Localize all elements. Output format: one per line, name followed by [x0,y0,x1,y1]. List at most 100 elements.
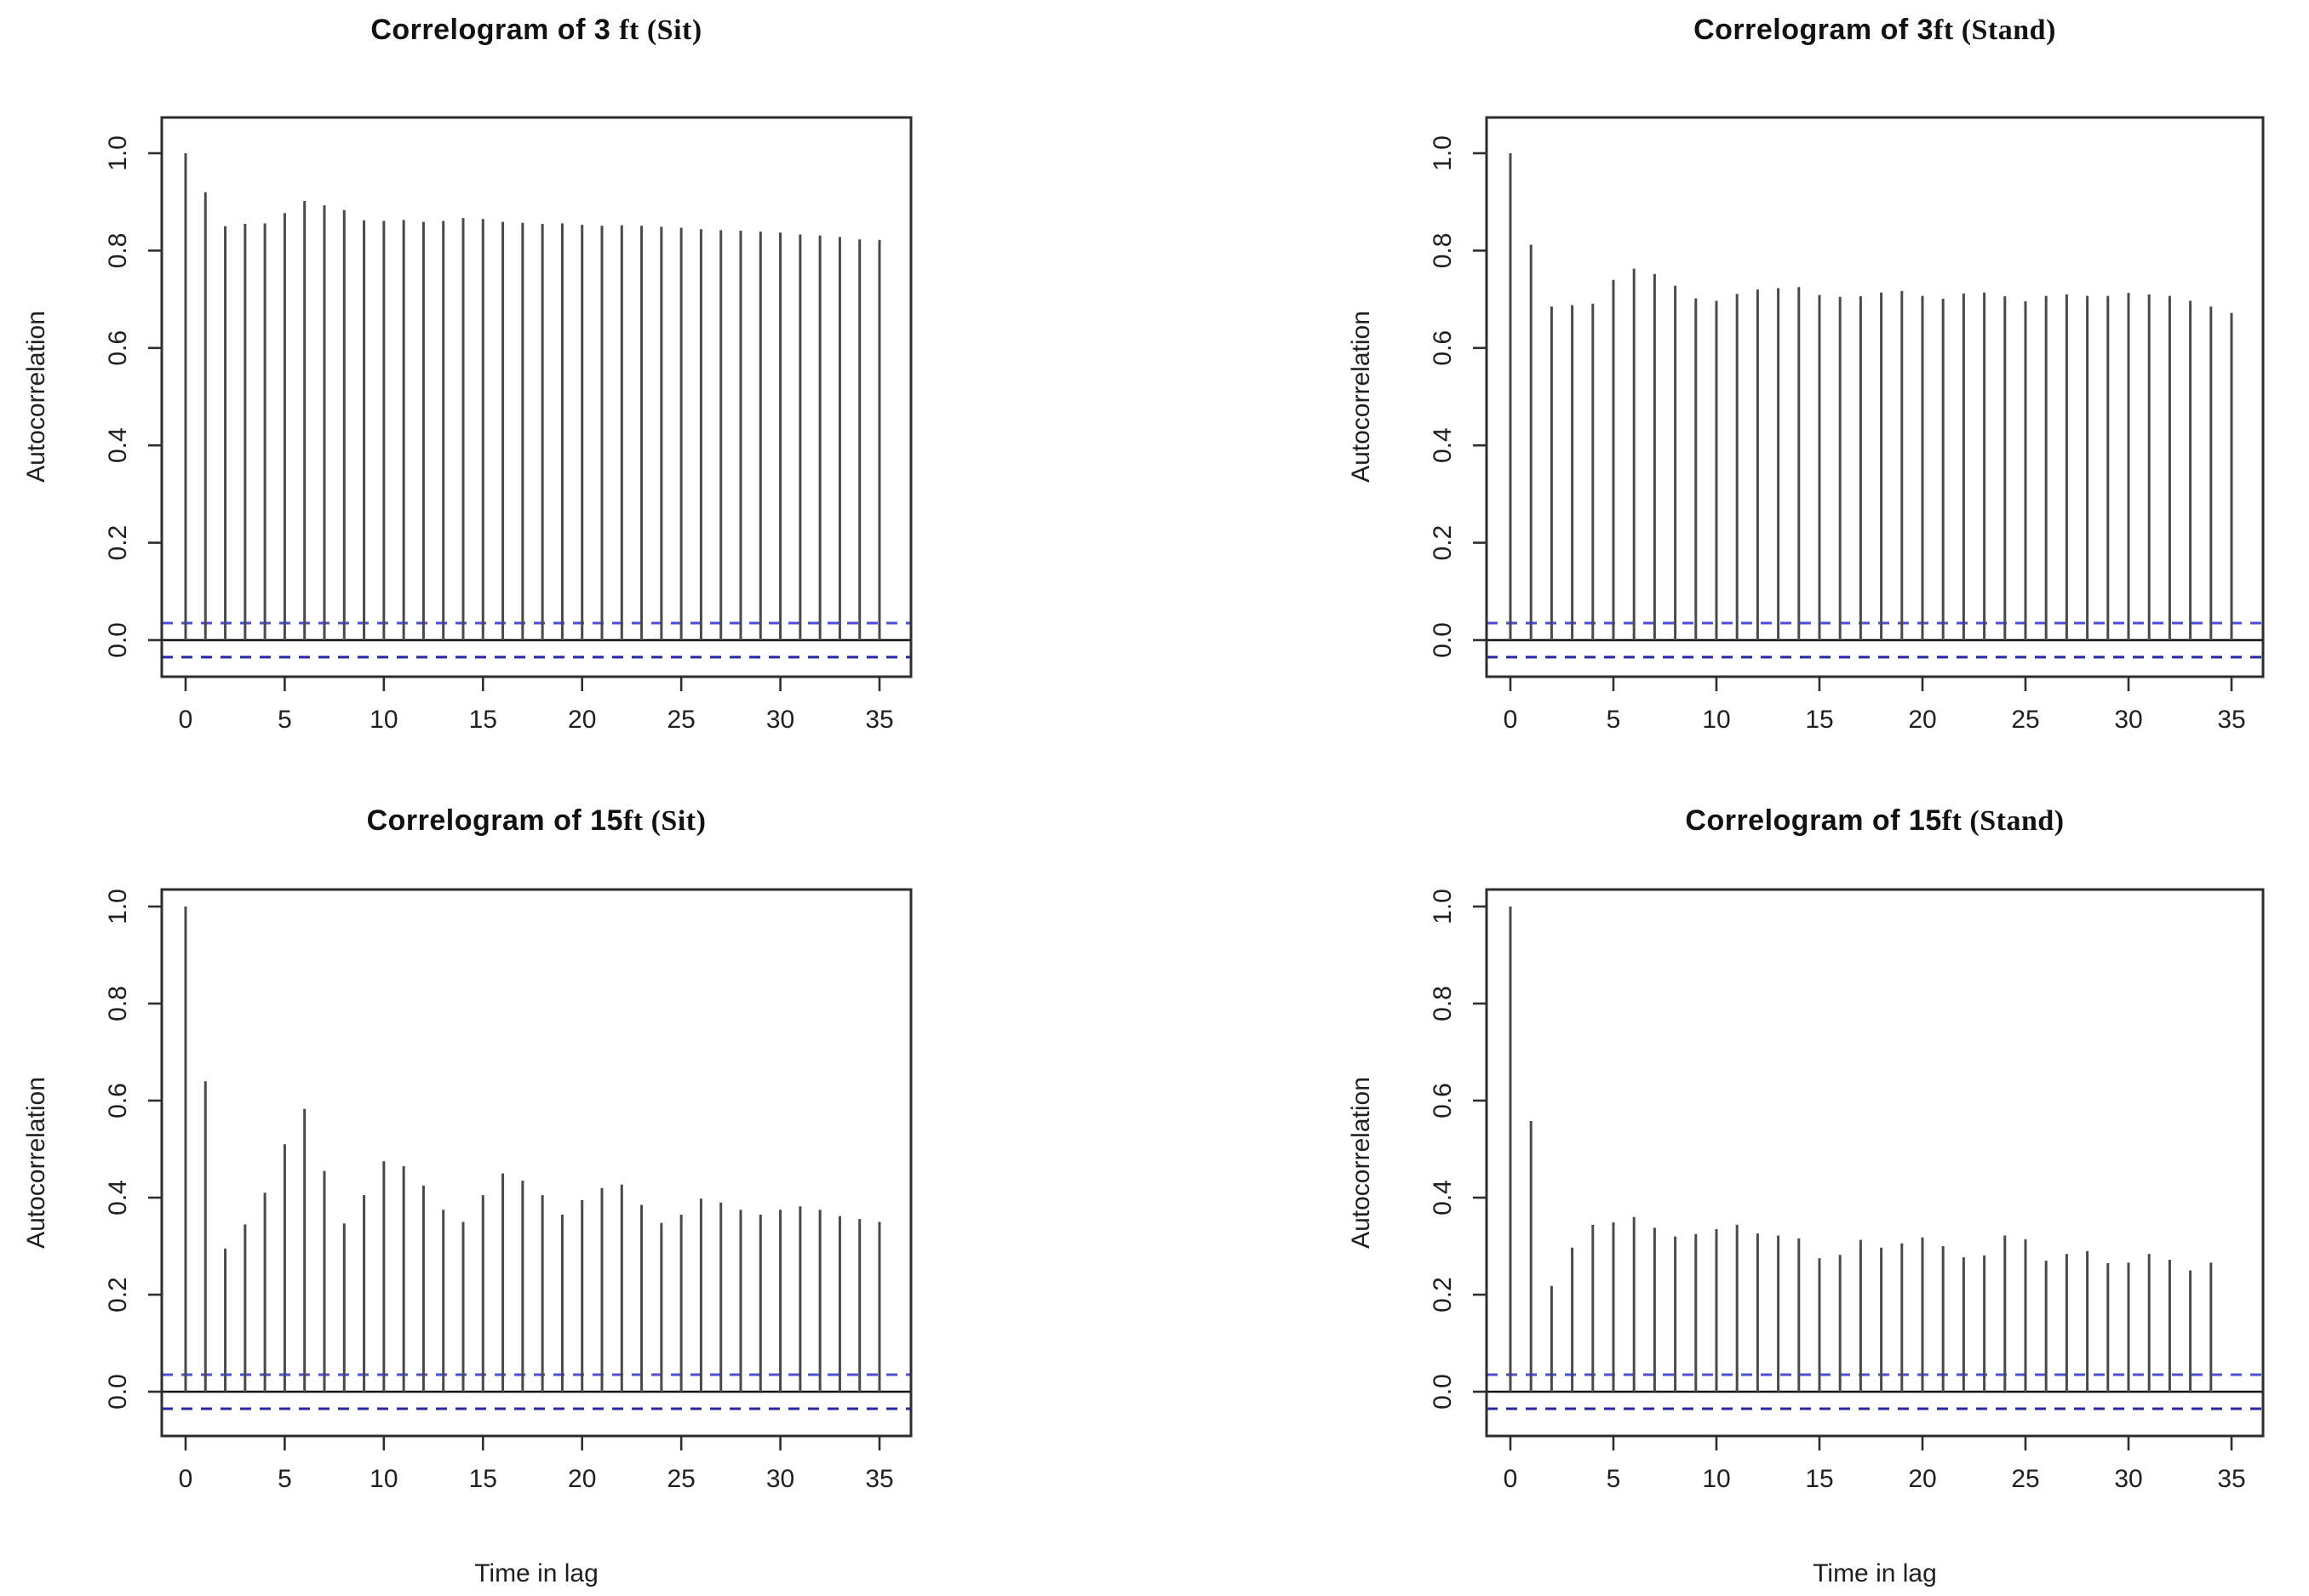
x-axis: 0 5 10 15 20 25 30 35 [179,678,894,734]
x-tick-label: 5 [278,1465,292,1493]
plot-frame [160,888,913,1438]
y-axis-label: Autocorrelation [1347,311,1375,483]
x-axis-label: Time in lag [474,1559,599,1587]
y-tick-label: 0.8 [104,986,132,1021]
chart-title: Correlogram of 15ft (Stand) [1487,804,2263,838]
x-tick-label: 15 [469,706,497,734]
chart-title-serif: ft (Stand) [1941,805,2065,837]
x-tick-label: 10 [1702,706,1730,734]
chart-title: Correlogram of 15ft (Sit) [162,804,911,838]
plot-frame [160,116,913,678]
x-tick-label: 25 [667,706,695,734]
acf-15ft-stand-group: 0.0 0.2 0.4 0.6 0.8 1.0 0 5 10 15 20 25 30 35 [1429,888,2265,1493]
chart-title-serif: ft (Sit) [619,14,702,46]
chart-title: Correlogram of 3 ft (Sit) [162,14,911,47]
y-tick-label: 0.8 [104,233,132,269]
chart-title-serif: ft (Stand) [1934,14,2056,46]
x-tick-label: 20 [568,706,596,734]
acf-15ft-sit-group: 0.0 0.2 0.4 0.6 0.8 1.0 0 5 10 15 20 25 30 35 [104,888,913,1493]
y-tick-label: 1.0 [1429,889,1457,924]
y-axis-label: Autocorrelation [22,311,50,483]
x-tick-label: 30 [766,1465,794,1493]
x-axis: 0 5 10 15 20 25 30 35 [1504,678,2246,734]
chart-title-serif: ft (Sit) [622,805,707,837]
panel-15ft-stand: Autocorrelation Time in lag 0.0 0.2 0.4 0.6… [1154,798,2309,1596]
acf-bars [184,153,881,640]
x-tick-label: 0 [1504,706,1518,734]
x-tick-label: 35 [865,1465,893,1493]
x-tick-label: 15 [1805,1465,1833,1493]
y-axis-label: Autocorrelation [22,1077,50,1249]
y-tick-label: 0.4 [1429,1180,1457,1216]
acf-plot-3ft-sit: Autocorrelation 0.0 0.2 0.4 0.6 0.8 1.0 0 5 10 15… [22,116,913,734]
x-tick-label: 25 [2011,706,2039,734]
panel-3ft-sit: Autocorrelation 0.0 0.2 0.4 0.6 0.8 1.0 0 5 10 15… [0,0,1154,798]
y-tick-label: 0.8 [1429,233,1457,269]
chart-title-sans: Correlogram of 15 [1685,804,1942,837]
y-tick-label: 0.2 [1429,525,1457,561]
x-tick-label: 30 [2114,706,2142,734]
y-tick-label: 0.2 [1429,1277,1457,1313]
x-tick-label: 10 [370,706,398,734]
x-tick-label: 15 [1805,706,1833,734]
plot-frame [1485,116,2265,678]
y-tick-label: 0.2 [104,1277,132,1313]
x-tick-label: 5 [1607,1465,1621,1493]
x-tick-label: 35 [865,706,893,734]
plot-frame [1485,888,2265,1438]
x-tick-label: 35 [2217,1465,2245,1493]
x-tick-label: 10 [1702,1465,1730,1493]
x-tick-label: 25 [667,1465,695,1493]
x-axis-label: Time in lag [1813,1559,1937,1587]
y-tick-label: 0.6 [1429,330,1457,366]
acf-plot-15ft-stand: Autocorrelation Time in lag 0.0 0.2 0.4 0.6… [1347,888,2265,1587]
x-tick-label: 0 [1504,1465,1518,1493]
x-tick-label: 20 [1908,706,1936,734]
y-axis: 0.0 0.2 0.4 0.6 0.8 1.0 [1429,889,1486,1410]
x-tick-label: 0 [179,706,193,734]
y-tick-label: 0.0 [104,1374,132,1410]
x-tick-label: 5 [278,706,292,734]
acf-bars [1509,153,2233,640]
chart-title-sans: Correlogram of 3 [1693,14,1934,46]
y-axis: 0.0 0.2 0.4 0.6 0.8 1.0 [104,889,161,1410]
x-tick-label: 10 [370,1465,398,1493]
y-tick-label: 1.0 [1429,135,1457,171]
panel-3ft-stand: Autocorrelation 0.0 0.2 0.4 0.6 0.8 1.0 0 5 10 15… [1154,0,2309,798]
x-tick-label: 0 [179,1465,193,1493]
chart-title-sans: Correlogram of 15 [366,804,623,837]
y-tick-label: 0.0 [1429,1374,1457,1410]
x-tick-label: 20 [1908,1465,1936,1493]
y-tick-label: 0.6 [1429,1083,1457,1118]
x-tick-label: 25 [2011,1465,2039,1493]
x-tick-label: 5 [1607,706,1621,734]
acf-plot-15ft-sit: Autocorrelation Time in lag 0.0 0.2 0.4 0.6… [22,888,913,1587]
y-axis: 0.0 0.2 0.4 0.6 0.8 1.0 [1429,135,1486,658]
acf-plot-3ft-stand: Autocorrelation 0.0 0.2 0.4 0.6 0.8 1.0 0 5 10 15… [1347,116,2265,734]
y-tick-label: 0.2 [104,525,132,561]
y-axis-label: Autocorrelation [1347,1077,1375,1249]
acf-bars [184,907,881,1392]
acf-3ft-stand-group: 0.0 0.2 0.4 0.6 0.8 1.0 0 5 10 15 20 25 30 35 [1429,116,2265,734]
x-tick-label: 15 [469,1465,497,1493]
y-tick-label: 0.8 [1429,986,1457,1021]
x-tick-label: 20 [568,1465,596,1493]
x-tick-label: 30 [766,706,794,734]
chart-title-sans: Correlogram of 3 [370,14,620,46]
y-tick-label: 0.6 [104,1083,132,1118]
panel-15ft-sit: Autocorrelation Time in lag 0.0 0.2 0.4 0.6… [0,798,1154,1596]
y-tick-label: 1.0 [104,135,132,171]
chart-title: Correlogram of 3ft (Stand) [1487,14,2263,47]
y-axis: 0.0 0.2 0.4 0.6 0.8 1.0 [104,135,161,658]
y-tick-label: 0.4 [104,1180,132,1216]
x-tick-label: 35 [2217,706,2245,734]
x-axis: 0 5 10 15 20 25 30 35 [1504,1437,2246,1493]
x-axis: 0 5 10 15 20 25 30 35 [179,1437,894,1493]
x-tick-label: 30 [2114,1465,2142,1493]
y-tick-label: 0.6 [104,330,132,366]
y-tick-label: 0.0 [104,622,132,658]
acf-3ft-sit-group: 0.0 0.2 0.4 0.6 0.8 1.0 0 5 10 15 20 25 30 35 [104,116,913,734]
y-tick-label: 0.4 [104,427,132,463]
y-tick-label: 1.0 [104,889,132,924]
